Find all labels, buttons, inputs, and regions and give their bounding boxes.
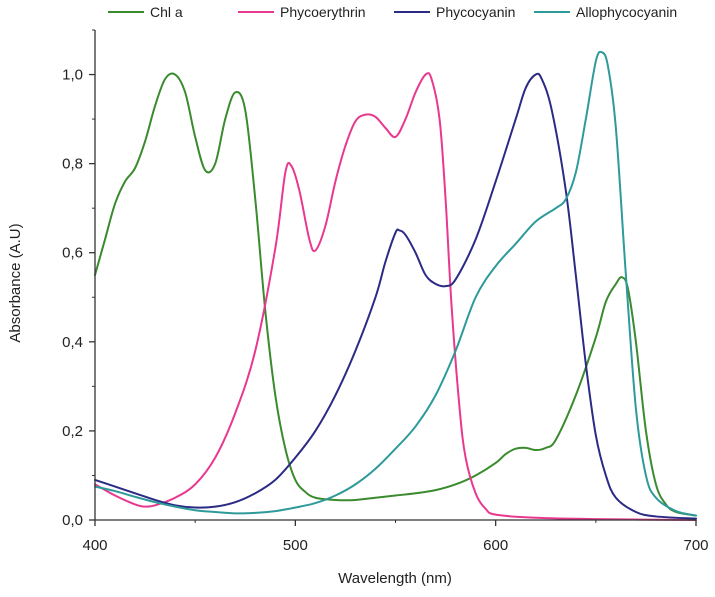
series-line-phycocyanin: [94, 72, 697, 520]
legend-label-chl-a: Chl a: [150, 4, 183, 20]
x-tick-label: 500: [283, 537, 308, 554]
series-line-chl-a: [94, 72, 697, 517]
tick-marks: 400 500 600 700 0,0 0,2 0,4 0,6 0,8 1,0: [62, 29, 709, 554]
x-tick-label: 400: [82, 537, 107, 554]
y-tick-label: 1,0: [62, 67, 83, 84]
y-axis-title: Absorbance (A.U): [7, 223, 24, 342]
legend-label-allophycocyanin: Allophycocyanin: [576, 4, 677, 20]
x-tick-label: 700: [683, 537, 708, 554]
y-tick-label: 0,0: [62, 512, 83, 529]
legend-label-phycocyanin: Phycocyanin: [436, 4, 515, 20]
x-axis-title: Wavelength (nm): [338, 570, 452, 587]
legend: Chl a Phycoerythrin Phycocyanin Allophycocy…: [108, 4, 677, 20]
series-line-allophycocyanin: [94, 50, 697, 517]
y-tick-label: 0,8: [62, 156, 83, 173]
y-tick-label: 0,2: [62, 423, 83, 440]
y-tick-label: 0,4: [62, 334, 83, 351]
y-tick-label: 0,6: [62, 245, 83, 262]
axes: [94, 30, 696, 521]
x-tick-label: 600: [483, 537, 508, 554]
series-lines: [94, 50, 697, 521]
legend-label-phycoerythrin: Phycoerythrin: [280, 4, 366, 20]
series-line-phycoerythrin: [94, 72, 697, 521]
